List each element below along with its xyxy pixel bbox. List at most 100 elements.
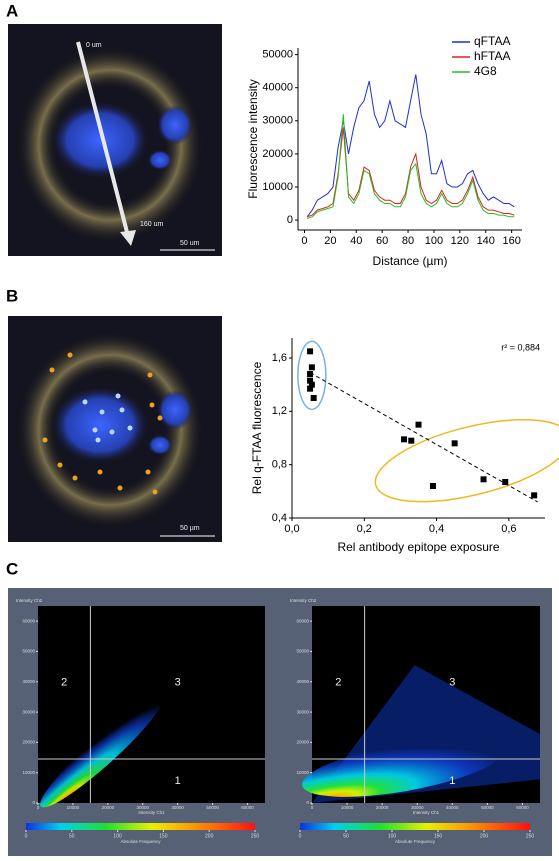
y-tick-label: 50000 — [22, 649, 35, 654]
colorbar-tick-label: 150 — [159, 833, 168, 839]
x-tick-label: 80 — [402, 235, 414, 247]
x-tick-label: 40000 — [171, 805, 184, 810]
data-point — [408, 437, 415, 444]
x-tick-label: 40000 — [446, 805, 459, 810]
colorbar-tick-label: 0 — [25, 833, 28, 839]
data-line — [306, 114, 515, 219]
y-tick-label: 20000 — [262, 148, 293, 160]
x-tick-label: 120 — [451, 235, 469, 247]
data-point — [307, 348, 314, 355]
density-cloud — [302, 738, 505, 797]
x-tick-label: 60 — [376, 235, 388, 247]
y-tick-label: 0 — [32, 800, 35, 805]
data-point — [308, 364, 315, 371]
data-point — [531, 492, 538, 499]
data-line — [306, 127, 515, 218]
y-tick-label: 30000 — [296, 709, 309, 714]
micrograph-b: 50 µm — [8, 316, 222, 542]
y-tick-label: 0,4 — [272, 512, 287, 524]
x-tick-label: 30000 — [411, 805, 424, 810]
y-tick-label: 20000 — [22, 740, 35, 745]
density-cloud — [40, 696, 163, 808]
data-point — [429, 483, 436, 489]
x-tick-label: 0 — [37, 805, 40, 810]
colorbar-tick-label: 200 — [480, 833, 489, 839]
x-tick-label: 0,0 — [284, 523, 299, 535]
data-point — [308, 381, 315, 388]
y-tick-label: 50000 — [262, 49, 293, 61]
y-tick-label: 60000 — [22, 618, 35, 623]
data-point — [480, 476, 487, 483]
y-tick-label: 10000 — [262, 181, 293, 193]
y-axis-label: Rel q-FTAA fluorescence — [250, 361, 264, 494]
y-axis-label: Fluorescence intensity — [246, 79, 260, 198]
colorbar-tick-label: 50 — [69, 833, 75, 839]
colorbar — [26, 823, 255, 830]
colorbar-label: Absolute Frequency — [120, 839, 161, 844]
x-tick-label: 20 — [324, 235, 336, 247]
data-point — [307, 371, 314, 377]
colorbar — [300, 823, 530, 830]
image-label: 0 um — [86, 42, 102, 49]
panel-label: B — [6, 286, 18, 305]
quadrant-label: 3 — [449, 676, 455, 688]
colorbar-tick-label: 250 — [526, 833, 535, 839]
colorbar-tick-label: 100 — [113, 833, 122, 839]
panel-label: C — [6, 559, 18, 578]
trendline — [309, 372, 539, 503]
image-label: 160 um — [140, 221, 164, 228]
data-line — [306, 74, 515, 218]
x-tick-label: 20000 — [376, 805, 389, 810]
y-tick-label: 0 — [287, 214, 293, 226]
data-point — [415, 421, 422, 428]
y-axis-label: Intensity Ch2 — [16, 598, 43, 603]
y-tick-label: 40000 — [262, 82, 293, 94]
micrograph-a: 0 um 160 um 50 um — [8, 24, 222, 256]
data-point — [451, 440, 458, 447]
y-tick-label: 50000 — [296, 649, 309, 654]
quadrant-label: 2 — [61, 676, 67, 688]
legend-label: qFTAA — [474, 34, 510, 48]
quadrant-label: 2 — [335, 676, 341, 688]
x-axis-label: Intensity Ch1 — [138, 810, 165, 815]
x-tick-label: 100 — [425, 235, 443, 247]
colorbar-tick-label: 200 — [205, 833, 214, 839]
y-tick-label: 60000 — [296, 618, 309, 623]
legend-label: hFTAA — [474, 49, 510, 63]
highlight-ellipse — [374, 419, 559, 503]
scale-bar-label: 50 um — [180, 240, 200, 247]
x-tick-label: 0 — [301, 235, 307, 247]
quadrant-label: 1 — [175, 775, 181, 787]
x-tick-label: 0,6 — [501, 523, 516, 535]
x-tick-label: 0,2 — [357, 523, 372, 535]
x-tick-label: 0,4 — [429, 523, 444, 535]
annotation: r² = 0,884 — [501, 342, 540, 352]
colorbar-tick-label: 0 — [299, 833, 302, 839]
colorbar-tick-label: 150 — [434, 833, 443, 839]
highlight-ellipse — [297, 340, 327, 411]
data-point — [307, 377, 314, 384]
y-tick-label: 1,6 — [272, 352, 287, 364]
x-tick-label: 30000 — [137, 805, 150, 810]
colorbar-label: Absolute Frequency — [395, 839, 436, 844]
colorbar-tick-label: 250 — [251, 833, 260, 839]
x-tick-label: 10000 — [67, 805, 80, 810]
data-point — [401, 436, 408, 443]
x-tick-label: 50000 — [481, 805, 494, 810]
x-axis-label: Rel antibody epitope exposure — [337, 540, 499, 554]
x-tick-label: 10000 — [341, 805, 354, 810]
x-axis-label: Intensity Ch1 — [413, 810, 440, 815]
y-tick-label: 0 — [306, 800, 309, 805]
x-tick-label: 60000 — [516, 805, 529, 810]
y-tick-label: 10000 — [22, 770, 35, 775]
panel-label: A — [6, 1, 18, 20]
data-point — [307, 385, 314, 392]
colorbar-tick-label: 100 — [388, 833, 397, 839]
colorbar-tick-label: 50 — [343, 833, 349, 839]
legend-label: 4G8 — [474, 64, 497, 78]
scale-bar-label: 50 µm — [180, 525, 200, 532]
y-tick-label: 30000 — [22, 709, 35, 714]
y-tick-label: 30000 — [262, 115, 293, 127]
y-tick-label: 20000 — [296, 740, 309, 745]
